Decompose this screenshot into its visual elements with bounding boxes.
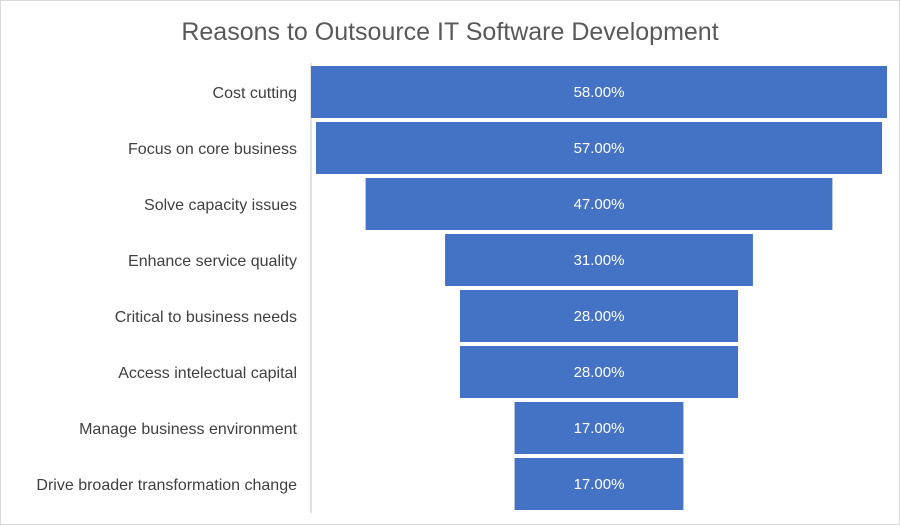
data-label: 28.00% — [574, 308, 625, 325]
funnel-bar — [445, 234, 753, 286]
funnel-bar — [311, 66, 887, 118]
funnel-bar — [459, 290, 739, 342]
funnel-bar — [365, 178, 833, 230]
category-label: Drive broader transformation change — [36, 477, 297, 494]
funnel-bar — [514, 458, 684, 510]
funnel-bar — [459, 346, 739, 398]
data-label: 31.00% — [574, 252, 625, 269]
data-label: 17.00% — [574, 420, 625, 437]
category-label: Solve capacity issues — [144, 197, 297, 214]
data-label: 28.00% — [574, 364, 625, 381]
category-label: Critical to business needs — [115, 309, 297, 326]
funnel-bar — [514, 402, 684, 454]
data-label: 57.00% — [574, 140, 625, 157]
data-label: 58.00% — [574, 84, 625, 101]
chart-title: Reasons to Outsource IT Software Develop… — [181, 18, 719, 46]
category-label: Cost cutting — [213, 85, 297, 102]
funnel-bar — [315, 122, 883, 174]
data-label: 17.00% — [574, 476, 625, 493]
category-label: Enhance service quality — [128, 253, 297, 270]
category-label: Focus on core business — [128, 141, 297, 158]
category-label: Access intelectual capital — [118, 365, 297, 382]
category-label: Manage business environment — [79, 421, 297, 438]
data-label: 47.00% — [574, 196, 625, 213]
